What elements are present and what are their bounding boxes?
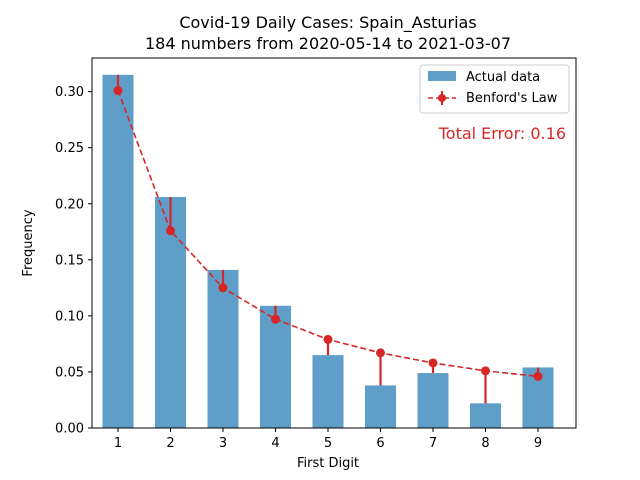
benford-point-3 bbox=[218, 283, 228, 293]
y-axis-label: Frequency bbox=[21, 209, 36, 276]
x-tick-label: 1 bbox=[114, 436, 122, 451]
bar-6 bbox=[365, 385, 396, 428]
benford-point-8 bbox=[481, 366, 490, 376]
bar-5 bbox=[312, 355, 344, 428]
benford-point-1 bbox=[113, 86, 123, 96]
total-error-annotation: Total Error: 0.16 bbox=[438, 124, 566, 143]
x-tick-label: 9 bbox=[534, 436, 542, 451]
benford-point-4 bbox=[271, 314, 280, 324]
chart-subtitle: 184 numbers from 2020-05-14 to 2021-03-0… bbox=[145, 34, 511, 53]
legend-label-actual: Actual data bbox=[466, 70, 540, 85]
benford-point-2 bbox=[166, 226, 175, 236]
y-tick-label: 0.25 bbox=[55, 141, 84, 156]
chart-title: Covid-19 Daily Cases: Spain_Asturias bbox=[179, 13, 476, 33]
bar-4 bbox=[260, 305, 291, 428]
x-tick-label: 4 bbox=[271, 436, 279, 451]
bar-8 bbox=[470, 403, 501, 428]
x-tick-label: 5 bbox=[324, 436, 332, 451]
y-tick-label: 0.10 bbox=[55, 309, 84, 324]
x-tick-label: 7 bbox=[429, 436, 437, 451]
y-axis-ticks: 0.00 0.05 0.10 0.15 0.20 0.25 0.30 bbox=[55, 85, 92, 437]
bar-series bbox=[102, 74, 554, 429]
legend-swatch-actual bbox=[428, 71, 456, 81]
benford-point-5 bbox=[323, 334, 333, 344]
legend-label-benford: Benford's Law bbox=[466, 91, 558, 106]
bar-2 bbox=[155, 197, 186, 428]
benford-point-7 bbox=[428, 358, 438, 368]
x-tick-label: 8 bbox=[481, 436, 489, 451]
x-axis-ticks: 1 2 3 4 5 6 7 8 9 bbox=[114, 428, 542, 451]
y-tick-label: 0.30 bbox=[55, 85, 84, 100]
bar-1 bbox=[102, 74, 134, 429]
x-tick-label: 2 bbox=[166, 436, 174, 451]
benford-point-6 bbox=[376, 348, 385, 358]
plot-frame bbox=[91, 57, 577, 429]
x-tick-label: 3 bbox=[219, 436, 227, 451]
legend-box bbox=[419, 64, 570, 114]
y-tick-label: 0.20 bbox=[55, 197, 84, 212]
y-tick-label: 0.00 bbox=[55, 422, 84, 437]
benford-series bbox=[113, 86, 543, 381]
benford-point-9 bbox=[533, 371, 543, 381]
x-axis-label: First Digit bbox=[297, 456, 359, 471]
legend: Actual data Benford's Law bbox=[419, 64, 570, 114]
legend-swatch-benford-marker bbox=[438, 94, 446, 102]
bar-3 bbox=[207, 269, 239, 428]
y-tick-label: 0.15 bbox=[55, 253, 84, 268]
x-tick-label: 6 bbox=[376, 436, 384, 451]
y-tick-label: 0.05 bbox=[55, 365, 84, 380]
bar-7 bbox=[417, 373, 449, 428]
